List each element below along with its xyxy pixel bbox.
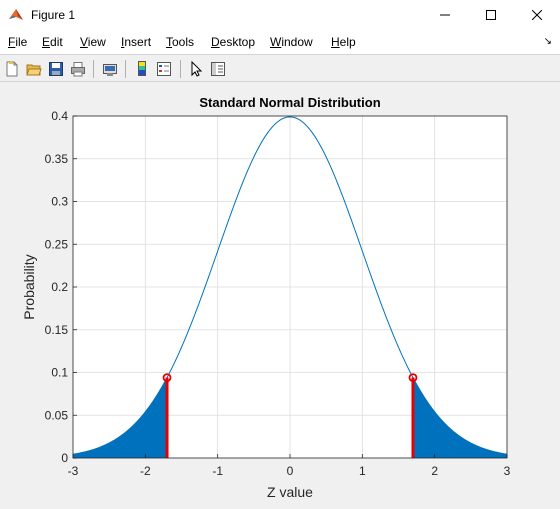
x-tick-label: 1 [359, 464, 366, 478]
minimize-icon [440, 14, 450, 16]
x-tick-label: -3 [68, 464, 79, 478]
y-tick-label: 0.1 [51, 366, 68, 380]
close-button[interactable] [514, 0, 560, 30]
y-tick-label: 0.4 [51, 109, 68, 123]
y-tick-label: 0.3 [51, 195, 68, 209]
shaded-tail-area [73, 377, 168, 458]
menu-window[interactable]: Window [270, 35, 313, 49]
figure-canvas: -3 -2 -1 0 1 2 3 0 0.05 0.1 0.15 0.2 0.25 0.3 0.35 0.4… [0, 82, 560, 504]
legend-button[interactable] [154, 59, 174, 79]
close-icon [532, 10, 542, 20]
window-title: Figure 1 [31, 8, 76, 22]
menu-view[interactable]: View [80, 35, 106, 49]
y-axis-label: Probability [21, 254, 37, 319]
menu-desktop[interactable]: Desktop [211, 35, 256, 49]
print-preview-button[interactable] [100, 59, 120, 79]
x-tick-label: -1 [212, 464, 223, 478]
pointer-icon [191, 61, 203, 77]
x-tick-label: -2 [140, 464, 151, 478]
y-tick-label: 0.15 [45, 323, 69, 337]
figure-toolbar [0, 54, 560, 82]
y-tick-label: 0.05 [45, 408, 69, 422]
open-file-icon [26, 64, 42, 76]
menu-help[interactable]: Help [331, 35, 356, 49]
maximize-icon [486, 10, 496, 20]
print-preview-icon [103, 64, 117, 76]
save-icon [49, 62, 63, 76]
minimize-button[interactable] [422, 0, 468, 30]
chart-title: Standard Normal Distribution [199, 95, 380, 110]
shaded-tail-area [412, 377, 507, 458]
print-icon [71, 62, 85, 77]
menu-insert[interactable]: Insert [121, 35, 152, 49]
title-bar: Figure 1 [0, 0, 560, 30]
pointer-button[interactable] [186, 59, 206, 79]
x-axis-label: Z value [267, 484, 313, 500]
x-tick-label: 3 [504, 464, 511, 478]
open-file-button[interactable] [24, 59, 44, 79]
y-tick-label: 0.25 [45, 237, 69, 251]
y-tick-label: 0.2 [51, 280, 68, 294]
maximize-button[interactable] [468, 0, 514, 30]
critical-value-marker [162, 373, 172, 383]
colorbar-icon [138, 61, 146, 76]
save-button[interactable] [46, 59, 66, 79]
dock-arrow-icon[interactable]: ↘ [543, 36, 552, 47]
menu-tools[interactable]: Tools [166, 35, 195, 49]
colorbar-button[interactable] [132, 59, 152, 79]
menu-edit[interactable]: Edit [42, 35, 63, 49]
y-tick-label: 0.35 [45, 152, 69, 166]
x-tick-labels: -3 -2 -1 0 1 2 3 [68, 454, 511, 478]
x-tick-label: 2 [431, 464, 438, 478]
menu-file[interactable]: File [8, 35, 28, 49]
legend-icon [157, 62, 171, 76]
property-editor-icon [211, 62, 225, 76]
new-figure-button[interactable] [2, 59, 22, 79]
x-tick-label: 0 [287, 464, 294, 478]
new-figure-icon [6, 61, 18, 77]
print-button[interactable] [68, 59, 88, 79]
y-tick-label: 0 [61, 451, 68, 465]
y-tick-labels: 0 0.05 0.1 0.15 0.2 0.25 0.3 0.35 0.4 [45, 109, 77, 465]
menu-bar: File Edit View Insert Tools Desktop Wind… [0, 30, 560, 54]
critical-value-marker [408, 373, 418, 383]
matlab-icon [9, 9, 23, 20]
pdf-curve [72, 116, 508, 455]
property-editor-button[interactable] [208, 59, 228, 79]
normal-distribution-chart: -3 -2 -1 0 1 2 3 0 0.05 0.1 0.15 0.2 0.25 0.3 0.35 0.4… [21, 95, 511, 500]
